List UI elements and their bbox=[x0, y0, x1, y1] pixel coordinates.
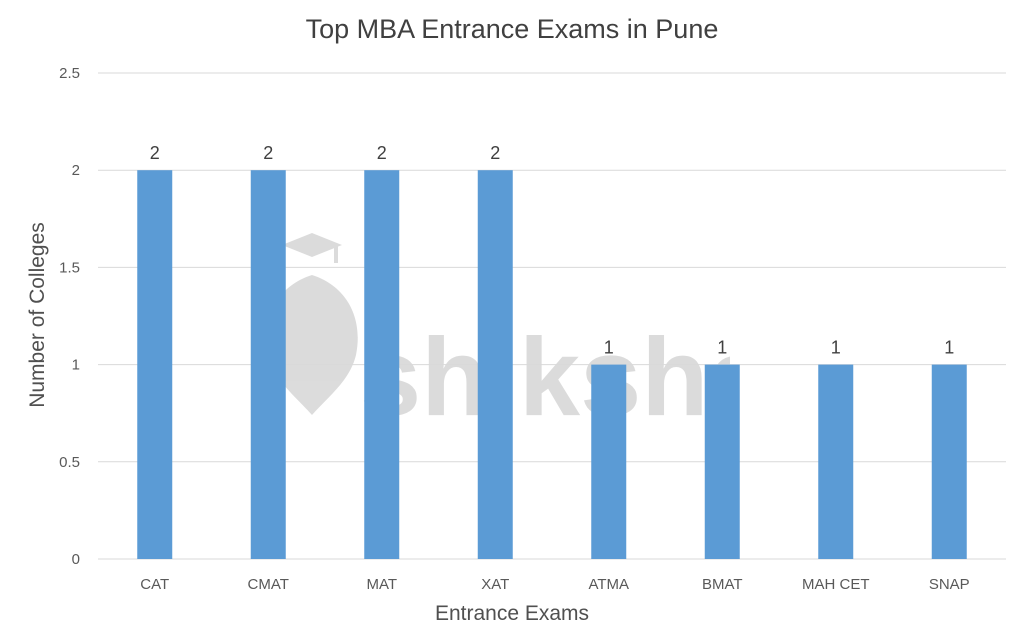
y-tick-label: 1 bbox=[72, 357, 80, 374]
x-tick-label: MAT bbox=[366, 576, 397, 593]
x-tick-label: ATMA bbox=[588, 576, 629, 593]
data-label: 1 bbox=[604, 338, 614, 358]
y-tick-label: 0 bbox=[72, 551, 80, 568]
bar bbox=[591, 364, 627, 559]
watermark-logo: shiksha bbox=[266, 233, 730, 435]
x-tick-label: SNAP bbox=[929, 576, 970, 593]
bar bbox=[704, 364, 740, 559]
chart-title: Top MBA Entrance Exams in Pune bbox=[305, 14, 719, 44]
bar bbox=[818, 364, 854, 559]
bar bbox=[931, 364, 967, 559]
y-tick-label: 1.5 bbox=[59, 259, 80, 276]
bar bbox=[250, 170, 286, 559]
watermark-text: shiksha bbox=[360, 316, 730, 435]
x-axis-label: Entrance Exams bbox=[434, 602, 590, 625]
y-tick-label: 2 bbox=[72, 162, 80, 179]
data-label: 2 bbox=[263, 143, 273, 163]
x-tick-label: CAT bbox=[140, 576, 169, 593]
data-label: 2 bbox=[490, 143, 500, 163]
y-tick-label: 0.5 bbox=[59, 454, 80, 471]
y-tick-label: 2.5 bbox=[59, 65, 80, 82]
bar bbox=[477, 170, 513, 559]
data-label: 1 bbox=[717, 338, 727, 358]
bar bbox=[364, 170, 400, 559]
data-label: 2 bbox=[150, 143, 160, 163]
data-label: 1 bbox=[831, 338, 841, 358]
x-tick-label: BMAT bbox=[702, 576, 743, 593]
data-label: 2 bbox=[377, 143, 387, 163]
data-label: 1 bbox=[944, 338, 954, 358]
x-tick-label: MAH CET bbox=[802, 576, 870, 593]
bar bbox=[137, 170, 173, 559]
x-tick-label: CMAT bbox=[248, 576, 289, 593]
x-tick-label: XAT bbox=[481, 576, 509, 593]
